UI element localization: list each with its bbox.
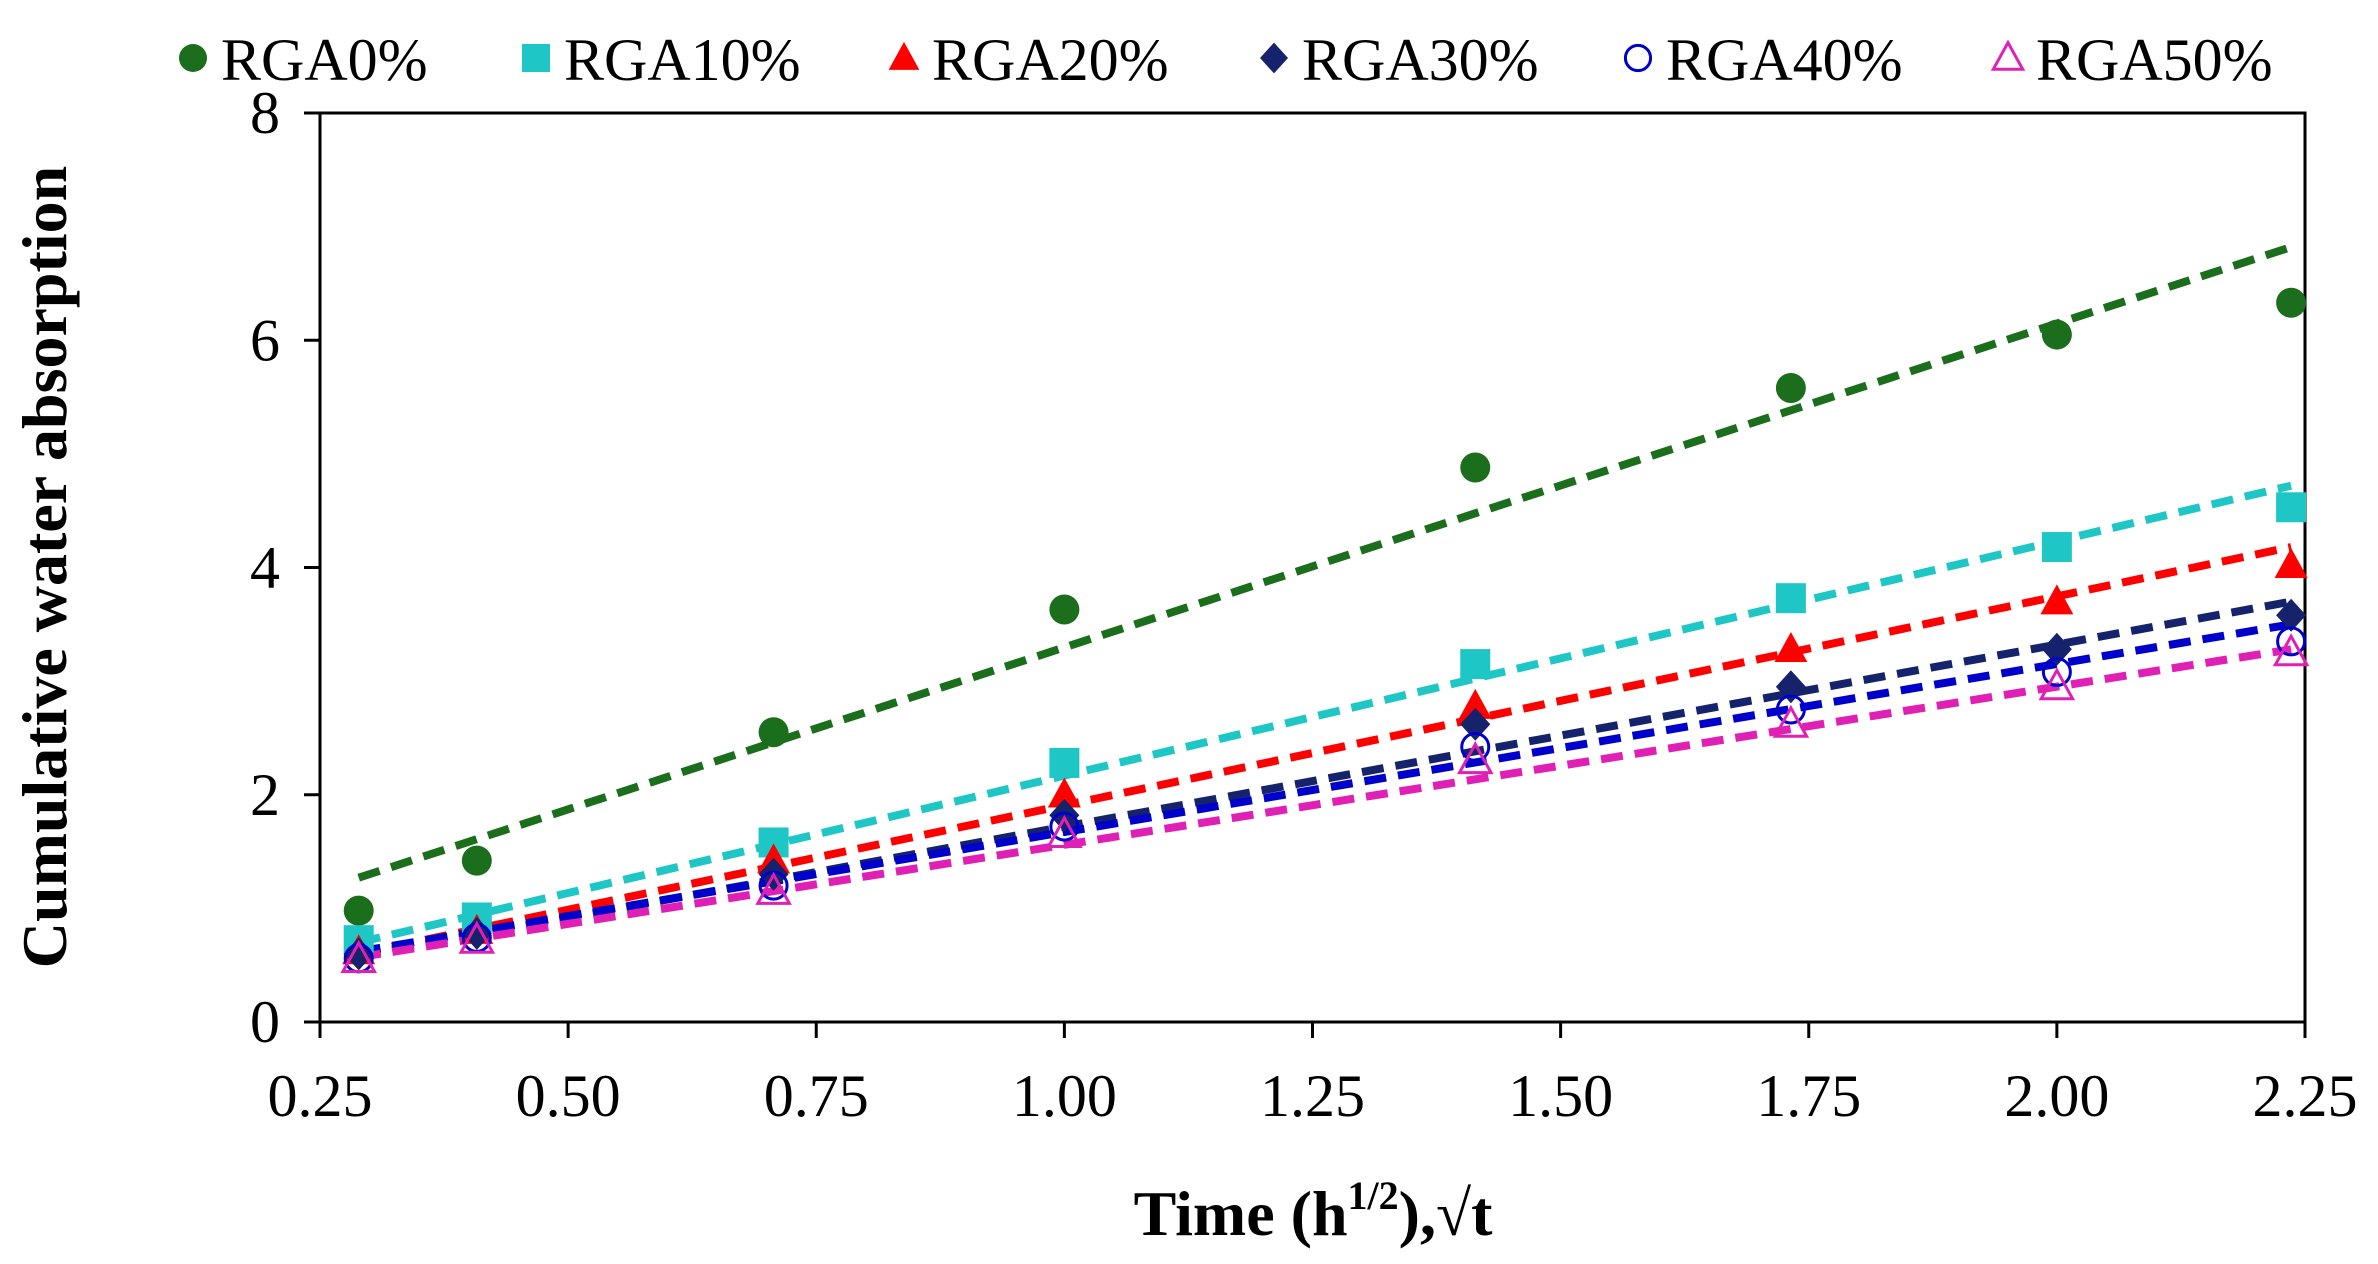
point-rga20pct-3 bbox=[1047, 777, 1081, 808]
trendline-rga0pct bbox=[357, 243, 2293, 882]
point-rga10pct-4 bbox=[1460, 649, 1491, 680]
point-rga0pct-0 bbox=[343, 895, 374, 926]
point-rga20pct-4 bbox=[1458, 688, 1492, 719]
series-rga50pct bbox=[340, 633, 2310, 974]
point-rga50pct-5 bbox=[1772, 704, 1810, 738]
point-rga40pct-4 bbox=[1460, 732, 1491, 763]
point-rga50pct-7 bbox=[2272, 633, 2310, 667]
x-tick-label-4: 1.25 bbox=[1260, 1063, 1365, 1129]
point-rga0pct-1 bbox=[461, 845, 492, 876]
x-axis-title-superscript: 1/2 bbox=[1348, 1173, 1399, 1218]
legend-item-rga50pct: RGA50% bbox=[1990, 27, 2273, 93]
trendline-rga10pct bbox=[357, 481, 2293, 947]
x-tick-label-5: 1.50 bbox=[1508, 1063, 1613, 1129]
point-rga30pct-7 bbox=[2276, 598, 2307, 632]
y-axis-title: Cumulative water absorption bbox=[9, 166, 80, 968]
legend-marker-rga30pct bbox=[1260, 42, 1288, 74]
legend-label-rga40pct: RGA40% bbox=[1666, 27, 1903, 93]
point-rga10pct-5 bbox=[1775, 583, 1806, 614]
legend-label-rga0pct: RGA0% bbox=[221, 27, 428, 93]
point-rga30pct-4 bbox=[1460, 707, 1491, 741]
x-tick-label-1: 0.50 bbox=[516, 1063, 621, 1129]
legend-marker-rga0pct bbox=[179, 44, 207, 72]
series-rga40pct bbox=[343, 626, 2307, 974]
point-rga40pct-6 bbox=[2041, 657, 2072, 688]
point-rga50pct-3 bbox=[1046, 814, 1083, 849]
legend-label-rga10pct: RGA10% bbox=[564, 27, 801, 93]
point-rga30pct-5 bbox=[1775, 670, 1806, 704]
x-tick-label-6: 1.75 bbox=[1756, 1063, 1861, 1129]
point-rga10pct-3 bbox=[1049, 747, 1080, 778]
legend-label-rga30pct: RGA30% bbox=[1302, 27, 1539, 93]
legend-label-rga20pct: RGA20% bbox=[932, 27, 1169, 93]
legend-marker-rga40pct bbox=[1623, 43, 1653, 73]
point-rga50pct-2 bbox=[755, 871, 792, 905]
y-axis-ticks: 0 2 4 6 8 bbox=[250, 80, 320, 1055]
point-rga0pct-3 bbox=[1049, 594, 1080, 625]
legend-label-rga50pct: RGA50% bbox=[2036, 27, 2273, 93]
point-rga40pct-5 bbox=[1775, 694, 1806, 725]
x-tick-label-3: 1.00 bbox=[1012, 1063, 1117, 1129]
legend-item-rga0pct: RGA0% bbox=[179, 27, 428, 93]
point-rga20pct-6 bbox=[2040, 584, 2074, 615]
x-tick-label-8: 2.25 bbox=[2253, 1063, 2358, 1129]
x-axis-title-main: Time (h bbox=[1134, 1178, 1348, 1249]
x-tick-label-7: 2.00 bbox=[2004, 1063, 2109, 1129]
trendlines bbox=[357, 243, 2293, 962]
point-rga20pct-7 bbox=[2274, 547, 2308, 578]
legend: RGA0% RGA10% RGA20% RGA30% RGA40% RGA50% bbox=[179, 27, 2273, 93]
y-tick-label-1: 2 bbox=[250, 762, 280, 828]
legend-marker-rga20pct bbox=[888, 41, 920, 70]
x-axis-title-tail: ),√t bbox=[1399, 1178, 1493, 1249]
legend-item-rga40pct: RGA40% bbox=[1623, 27, 1903, 93]
series-rga10pct bbox=[343, 492, 2307, 956]
legend-item-rga10pct: RGA10% bbox=[522, 27, 801, 93]
point-rga40pct-3 bbox=[1049, 811, 1080, 842]
legend-marker-rga50pct bbox=[1990, 39, 2026, 71]
point-rga50pct-0 bbox=[340, 939, 378, 974]
point-rga0pct-7 bbox=[2276, 287, 2307, 318]
y-tick-label-0: 0 bbox=[250, 989, 280, 1055]
trendline-rga40pct bbox=[358, 620, 2292, 956]
point-rga0pct-5 bbox=[1775, 372, 1806, 403]
data-points bbox=[340, 287, 2310, 974]
x-axis-title: Time (h1/2),√t bbox=[1134, 1173, 1494, 1249]
point-rga50pct-6 bbox=[2038, 667, 2076, 701]
point-rga0pct-2 bbox=[758, 717, 789, 748]
x-tick-label-2: 0.75 bbox=[764, 1063, 869, 1129]
point-rga50pct-1 bbox=[458, 920, 496, 954]
y-tick-label-3: 6 bbox=[250, 307, 280, 373]
y-tick-label-4: 8 bbox=[250, 80, 280, 146]
legend-marker-rga10pct bbox=[522, 44, 550, 72]
legend-item-rga20pct: RGA20% bbox=[888, 27, 1169, 93]
point-rga30pct-6 bbox=[2041, 632, 2072, 666]
y-tick-label-2: 4 bbox=[250, 535, 280, 601]
point-rga10pct-7 bbox=[2276, 492, 2307, 523]
point-rga20pct-5 bbox=[1774, 632, 1808, 663]
point-rga0pct-4 bbox=[1460, 452, 1491, 483]
legend-item-rga30pct: RGA30% bbox=[1260, 27, 1539, 93]
point-rga50pct-4 bbox=[1456, 741, 1494, 775]
series-rga0pct bbox=[343, 287, 2307, 926]
trendline-rga50pct bbox=[358, 645, 2292, 962]
point-rga0pct-6 bbox=[2041, 319, 2072, 350]
x-axis-ticks: 0.25 0.50 0.75 1.00 1.25 1.50 1.75 2.00 2.25 bbox=[268, 1022, 2358, 1129]
point-rga10pct-6 bbox=[2041, 532, 2072, 563]
trendline-rga20pct bbox=[357, 543, 2292, 958]
point-rga40pct-7 bbox=[2276, 626, 2307, 657]
x-tick-label-0: 0.25 bbox=[268, 1063, 373, 1129]
